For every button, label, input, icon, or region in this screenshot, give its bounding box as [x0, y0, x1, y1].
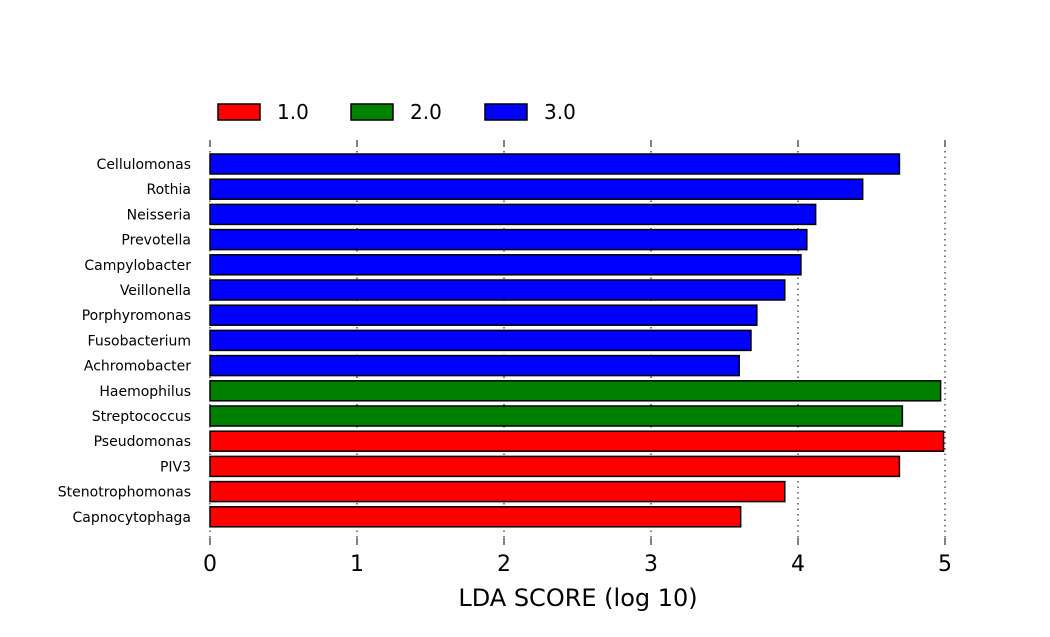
- bar-fusobacterium: [209, 329, 752, 352]
- category-label: Porphyromonas: [82, 308, 191, 324]
- category-label: Haemophilus: [99, 384, 191, 400]
- legend-swatch-3.0: [484, 103, 528, 121]
- bar-achromobacter: [209, 354, 740, 377]
- bar-porphyromonas: [209, 304, 758, 326]
- bar-capnocytophaga: [209, 506, 742, 528]
- category-label: PIV3: [160, 459, 191, 475]
- category-label: Rothia: [147, 182, 192, 198]
- bar-rothia: [209, 178, 864, 200]
- category-labels: Cellulomonas Rothia Neisseria Prevotella Cam…: [58, 157, 191, 526]
- bar-stenotrophomonas: [209, 480, 786, 503]
- bar-piv3: [209, 455, 901, 478]
- bar-veillonella: [209, 279, 786, 301]
- category-label: Pseudomonas: [94, 434, 191, 450]
- legend: 1.0 2.0 3.0: [217, 100, 576, 124]
- x-tick-label: 4: [791, 552, 805, 577]
- legend-label: 3.0: [544, 100, 576, 124]
- category-label: Achromobacter: [84, 359, 191, 375]
- category-label: Capnocytophaga: [72, 510, 191, 526]
- bar-haemophilus: [209, 380, 942, 402]
- x-tick-label: 0: [203, 552, 217, 577]
- bar-neisseria: [209, 203, 817, 226]
- x-axis-title: LDA SCORE (log 10): [458, 584, 697, 612]
- category-label: Prevotella: [121, 233, 191, 249]
- x-tick-label: 2: [497, 552, 511, 577]
- category-label: Streptococcus: [92, 409, 191, 425]
- x-tick-label: 5: [938, 552, 952, 577]
- x-axis-ticks: 0 1 2 3 4 5: [203, 140, 952, 577]
- category-label: Stenotrophomonas: [58, 485, 191, 501]
- legend-swatch-1.0: [217, 103, 261, 121]
- category-label: Fusobacterium: [88, 333, 191, 349]
- category-label: Neisseria: [127, 207, 191, 223]
- bar-streptococcus: [209, 405, 904, 427]
- bar-prevotella: [209, 228, 808, 251]
- legend-label: 2.0: [410, 100, 442, 124]
- bars: [209, 153, 945, 528]
- bar-pseudomonas: [209, 430, 945, 452]
- legend-label: 1.0: [277, 100, 309, 124]
- category-label: Cellulomonas: [97, 157, 191, 173]
- bar-campylobacter: [209, 254, 802, 276]
- category-label: Campylobacter: [84, 258, 191, 274]
- x-tick-label: 1: [350, 552, 364, 577]
- x-tick-label: 3: [644, 552, 658, 577]
- legend-swatch-2.0: [350, 103, 394, 121]
- category-label: Veillonella: [120, 283, 191, 299]
- bar-cellulomonas: [209, 153, 901, 175]
